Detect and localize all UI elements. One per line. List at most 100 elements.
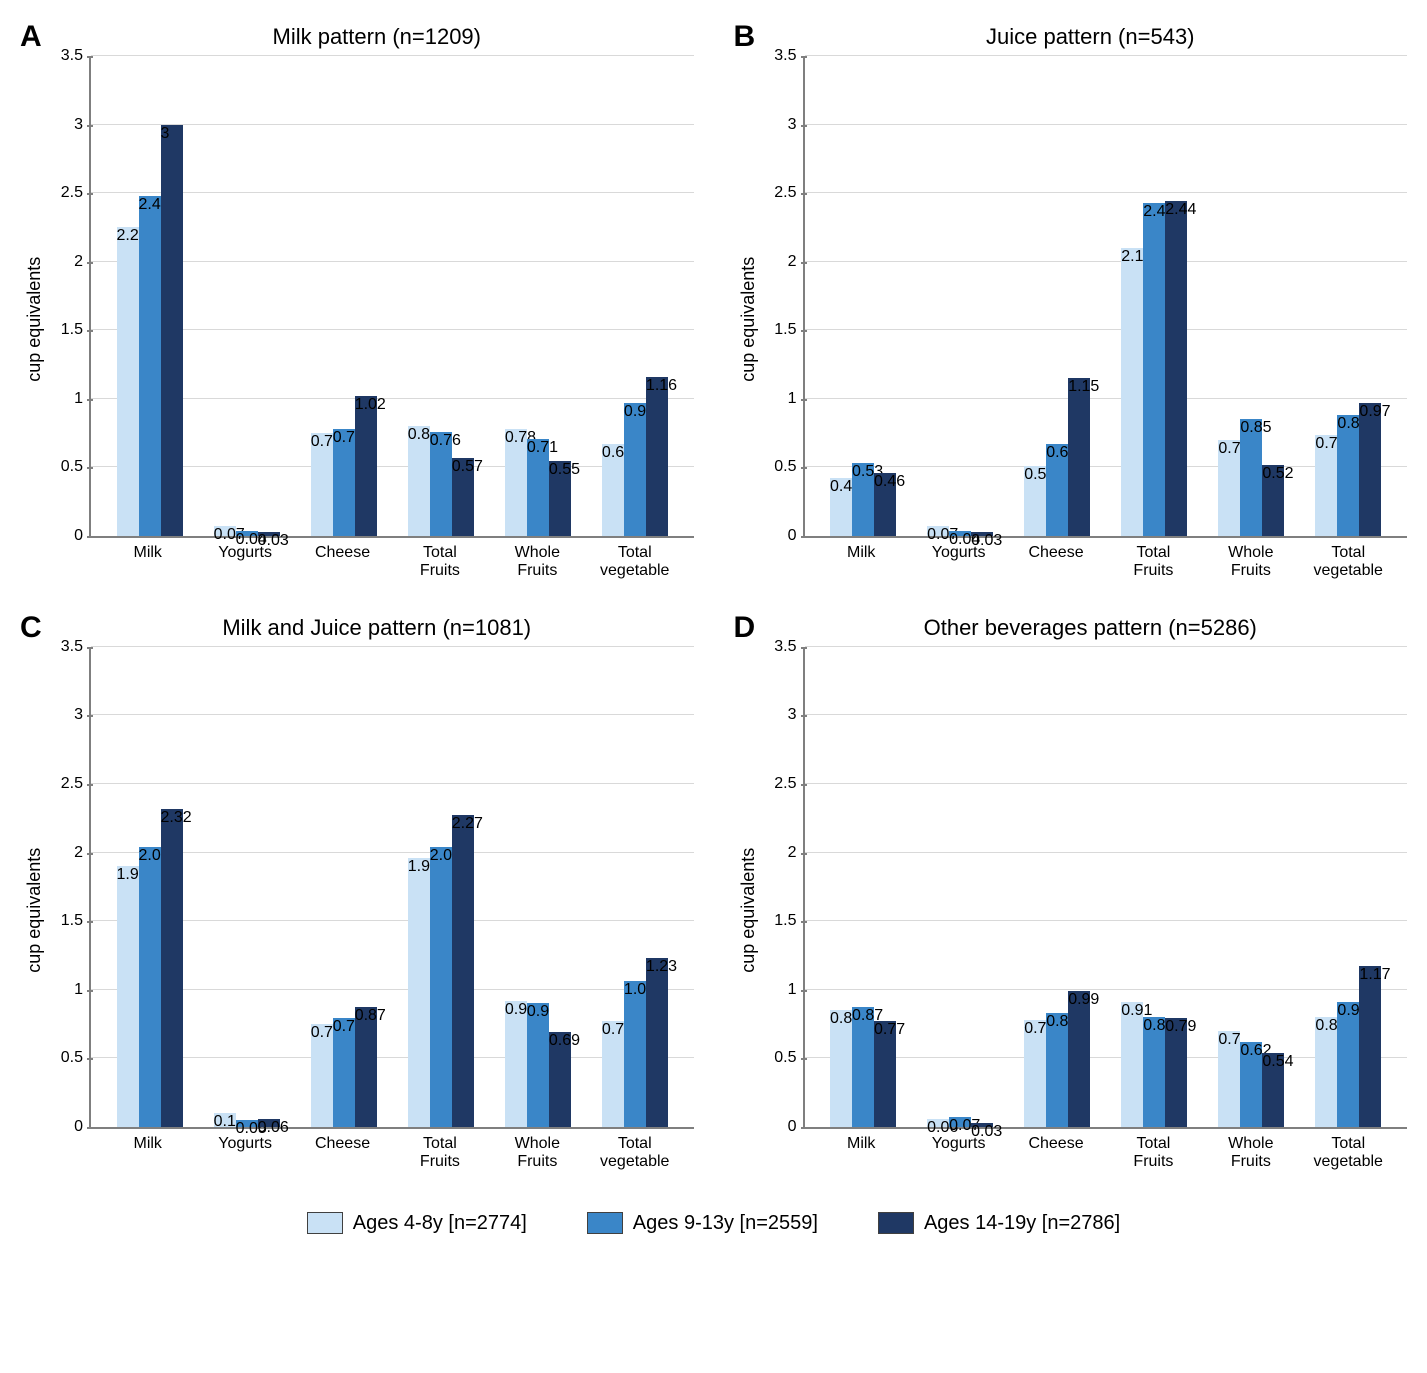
legend-swatch	[587, 1212, 623, 1234]
y-tick-label: 1	[74, 981, 91, 999]
bar: 1.17	[1359, 966, 1381, 1126]
bars-container: 0.420.530.460.070.040.030.510.671.152.12…	[805, 58, 1408, 536]
x-tick-label: TotalFruits	[400, 1135, 480, 1172]
y-tick-label: 3	[74, 116, 91, 134]
bar: 0.51	[1024, 466, 1046, 536]
bar: 2.48	[139, 196, 161, 536]
x-axis-labels: MilkYogurtsCheeseTotalFruitsWholeFruitsT…	[803, 538, 1408, 581]
bar: 0.75	[311, 433, 333, 536]
bars-container: 0.850.870.770.060.070.030.780.830.990.91…	[805, 649, 1408, 1127]
bar-group: 0.850.870.77	[830, 649, 896, 1127]
y-axis-label: cup equivalents	[20, 649, 49, 1172]
bar: 0.79	[1165, 1018, 1187, 1126]
x-tick-label: Yogurts	[205, 544, 285, 581]
y-tick-label: 2.5	[61, 775, 91, 793]
bar: 0.7	[1218, 1031, 1240, 1127]
bar: 0.88	[1337, 415, 1359, 536]
bar: 1.15	[1068, 378, 1090, 536]
bar-group: 0.420.530.46	[830, 58, 896, 536]
chart: 00.511.522.533.51.92.042.320.10.050.060.…	[49, 649, 694, 1172]
bar: 0.06	[927, 1119, 949, 1127]
bar-group: 1.962.042.27	[408, 649, 474, 1127]
bar-group: 0.80.760.57	[408, 58, 474, 536]
bar: 0.03	[971, 532, 993, 536]
panel-letter: A	[20, 20, 42, 54]
bar-group: 0.510.671.15	[1024, 58, 1090, 536]
plot-area: 00.511.522.533.52.252.4830.070.040.030.7…	[89, 58, 694, 538]
bar: 2.25	[117, 227, 139, 536]
x-tick-label: Yogurts	[205, 1135, 285, 1172]
bar: 0.54	[1262, 1053, 1284, 1127]
x-axis-labels: MilkYogurtsCheeseTotalFruitsWholeFruitsT…	[89, 538, 694, 581]
plot-area: 00.511.522.533.50.850.870.770.060.070.03…	[803, 649, 1408, 1129]
bar: 2.32	[161, 809, 183, 1127]
x-tick-label: TotalFruits	[1113, 1135, 1193, 1172]
legend-item: Ages 14-19y [n=2786]	[878, 1212, 1120, 1235]
panels-grid: AMilk pattern (n=1209)cup equivalents00.…	[20, 20, 1407, 1172]
y-tick-label: 0.5	[61, 1049, 91, 1067]
gridline	[91, 55, 694, 56]
y-tick-label: 1.5	[61, 912, 91, 930]
bar: 0.8	[408, 426, 430, 536]
bar: 0.9	[527, 1003, 549, 1126]
x-tick-label: TotalFruits	[1113, 544, 1193, 581]
chart-wrap: cup equivalents00.511.522.533.50.420.530…	[734, 58, 1408, 581]
bar-group: 0.060.070.03	[927, 649, 993, 1127]
bar: 1.02	[355, 396, 377, 536]
bar: 0.62	[1240, 1042, 1262, 1127]
legend-item: Ages 9-13y [n=2559]	[587, 1212, 818, 1235]
panel-title: Milk and Juice pattern (n=1081)	[20, 615, 694, 641]
bar: 0.55	[549, 461, 571, 536]
panel-letter: D	[734, 611, 756, 645]
y-tick-label: 0.5	[774, 458, 804, 476]
bar: 0.67	[602, 444, 624, 536]
legend-label: Ages 14-19y [n=2786]	[924, 1212, 1120, 1235]
panel-b: BJuice pattern (n=543)cup equivalents00.…	[734, 20, 1408, 581]
chart: 00.511.522.533.52.252.4830.070.040.030.7…	[49, 58, 694, 581]
x-tick-label: Cheese	[303, 544, 383, 581]
bar: 2.27	[452, 815, 474, 1126]
bar: 0.8	[1143, 1017, 1165, 1127]
y-axis-label: cup equivalents	[734, 649, 763, 1172]
bar: 0.1	[214, 1113, 236, 1127]
x-tick-label: Milk	[108, 1135, 188, 1172]
panel-a: AMilk pattern (n=1209)cup equivalents00.…	[20, 20, 694, 581]
bar: 0.99	[1068, 991, 1090, 1127]
bar-group: 0.750.781.02	[311, 58, 377, 536]
gridline	[91, 646, 694, 647]
bar: 0.05	[236, 1120, 258, 1127]
legend-swatch	[307, 1212, 343, 1234]
panel-title: Juice pattern (n=543)	[734, 24, 1408, 50]
legend-label: Ages 4-8y [n=2774]	[353, 1212, 527, 1235]
bar: 0.91	[1337, 1002, 1359, 1127]
bar: 0.79	[333, 1018, 355, 1126]
bar: 3	[161, 125, 183, 536]
chart: 00.511.522.533.50.420.530.460.070.040.03…	[763, 58, 1408, 581]
panel-d: DOther beverages pattern (n=5286)cup equ…	[734, 611, 1408, 1172]
y-axis-label: cup equivalents	[734, 58, 763, 581]
bar: 0.78	[1024, 1020, 1046, 1127]
bar: 0.97	[1359, 403, 1381, 536]
bar: 0.52	[1262, 465, 1284, 536]
bar: 1.23	[646, 958, 668, 1127]
y-tick-label: 0.5	[774, 1049, 804, 1067]
x-tick-label: Totalvegetable	[1308, 1135, 1388, 1172]
x-tick-label: Yogurts	[919, 544, 999, 581]
bar: 0.46	[874, 473, 896, 536]
bar-group: 0.070.040.03	[214, 58, 280, 536]
x-tick-label: Milk	[821, 544, 901, 581]
bar: 0.03	[971, 1123, 993, 1127]
x-tick-label: WholeFruits	[497, 544, 577, 581]
bar: 2.04	[139, 847, 161, 1127]
x-axis-labels: MilkYogurtsCheeseTotalFruitsWholeFruitsT…	[89, 1129, 694, 1172]
y-tick-label: 3	[788, 706, 805, 724]
y-tick-label: 1.5	[774, 912, 804, 930]
bar: 0.77	[602, 1021, 624, 1127]
bar: 0.03	[258, 532, 280, 536]
bar-group: 0.780.710.55	[505, 58, 571, 536]
y-tick-label: 1.5	[61, 321, 91, 339]
bar: 0.75	[311, 1024, 333, 1127]
x-tick-label: WholeFruits	[497, 1135, 577, 1172]
y-tick-label: 1	[74, 390, 91, 408]
bar: 0.78	[333, 429, 355, 536]
